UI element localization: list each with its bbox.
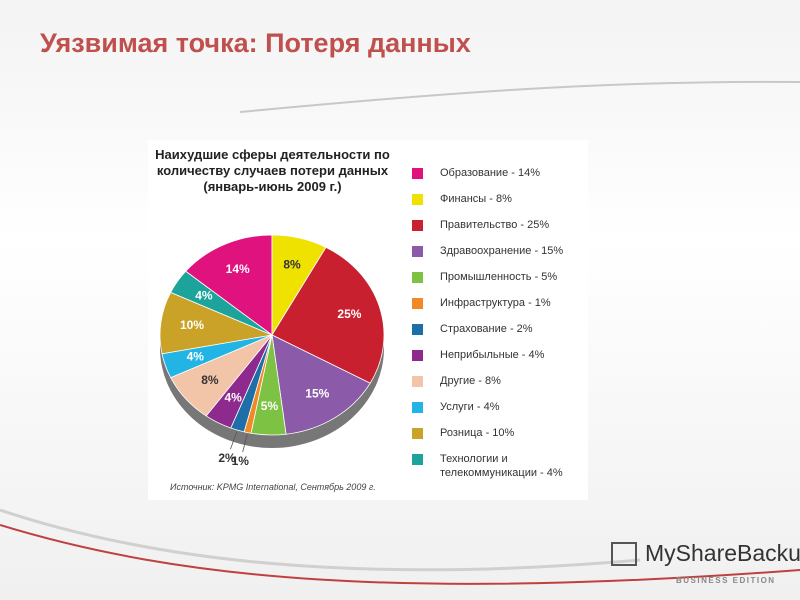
- pie-slice: [170, 270, 273, 336]
- legend-item: Промышленность - 5%: [412, 268, 582, 294]
- data-label: 8%: [283, 257, 301, 271]
- logo-icon: [611, 542, 637, 566]
- data-label: 14%: [226, 262, 250, 276]
- legend-item: Инфраструктура - 1%: [412, 294, 582, 320]
- legend-item: Страхование - 2%: [412, 320, 582, 346]
- data-label: 8%: [201, 373, 219, 387]
- legend-swatch: [412, 324, 423, 335]
- legend-swatch: [412, 428, 423, 439]
- legend-label: Образование - 14%: [440, 167, 540, 179]
- data-label: 10%: [180, 318, 204, 332]
- legend-swatch: [412, 246, 423, 257]
- legend-swatch: [412, 350, 423, 361]
- data-label: 4%: [195, 289, 213, 303]
- source: Источник: KPMG International, Сентябрь 2…: [170, 482, 376, 492]
- legend-swatch: [412, 272, 423, 283]
- legend-item: Правительство - 25%: [412, 216, 582, 242]
- logo: MyShareBackup: [645, 540, 800, 566]
- chart-title: Наихудшие сферы деятельности по количест…: [155, 147, 390, 194]
- data-label: 5%: [261, 399, 279, 413]
- data-label: 25%: [337, 307, 361, 321]
- legend-label: Страхование - 2%: [440, 323, 533, 335]
- legend-item: Образование - 14%: [412, 164, 582, 190]
- data-label: 15%: [305, 387, 329, 401]
- legend-item: Технологии и телекоммуникации - 4%: [412, 450, 582, 479]
- legend-swatch: [412, 454, 423, 465]
- legend-label: Неприбыльные - 4%: [440, 349, 545, 361]
- legend-swatch: [412, 168, 423, 179]
- legend-swatch: [412, 220, 423, 231]
- legend-label: Финансы - 8%: [440, 193, 512, 205]
- legend-label: Услуги - 4%: [440, 401, 500, 413]
- legend-item: Финансы - 8%: [412, 190, 582, 216]
- legend-item: Услуги - 4%: [412, 398, 582, 424]
- legend-swatch: [412, 376, 423, 387]
- legend-item: Неприбыльные - 4%: [412, 346, 582, 372]
- legend: Образование - 14% Финансы - 8% Правительст…: [412, 164, 582, 479]
- pie-slice: [271, 334, 371, 435]
- slide-title: Уязвимая точка: Потеря данных: [40, 28, 471, 58]
- data-label: 4%: [224, 390, 242, 404]
- pie-slice: [185, 234, 273, 336]
- legend-item: Здравоохранение - 15%: [412, 242, 582, 268]
- data-label: 4%: [187, 349, 205, 363]
- legend-swatch: [412, 298, 423, 309]
- data-label: 2%: [218, 451, 236, 465]
- legend-swatch: [412, 194, 423, 205]
- legend-label: Промышленность - 5%: [440, 271, 558, 283]
- pie-slice: [271, 246, 385, 384]
- logo-edition: BUSINESS EDITION: [676, 576, 776, 585]
- swoosh: [0, 508, 641, 572]
- swoosh: [0, 524, 800, 585]
- data-label: 1%: [232, 454, 250, 468]
- leader-line: [242, 434, 248, 453]
- legend-label: Другие - 8%: [440, 375, 501, 387]
- legend-label: Розница - 10%: [440, 427, 515, 439]
- leader-line: [230, 431, 238, 450]
- legend-label: Технологии и телекоммуникации - 4%: [440, 453, 563, 479]
- legend-item: Другие - 8%: [412, 372, 582, 398]
- legend-item: Розница - 10%: [412, 424, 582, 450]
- legend-label: Инфраструктура - 1%: [440, 297, 551, 309]
- legend-label: Правительство - 25%: [440, 219, 550, 231]
- legend-label: Здравоохранение - 15%: [440, 245, 564, 257]
- swoosh: [239, 80, 800, 113]
- legend-swatch: [412, 402, 423, 413]
